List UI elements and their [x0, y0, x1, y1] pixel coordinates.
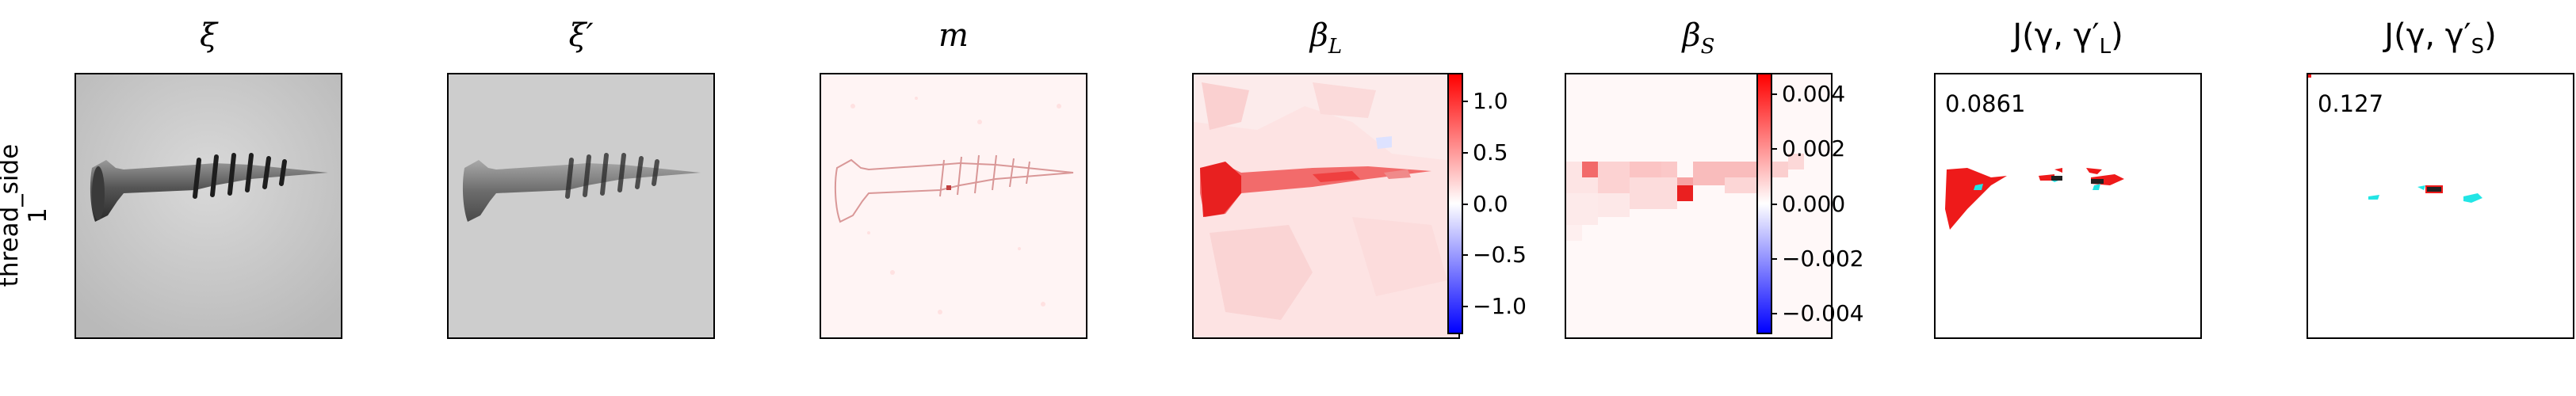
- image-xi: [75, 73, 342, 339]
- cbar-l-tick: [1462, 204, 1468, 205]
- cbar-s-ticklabel: 0.002: [1782, 135, 1846, 162]
- cbar-s-ticklabel: −0.004: [1782, 300, 1864, 326]
- cbar-s-tick: [1771, 204, 1777, 205]
- cbar-s-ticklabel: 0.004: [1782, 81, 1846, 107]
- colorbar-beta-s: [1756, 73, 1772, 334]
- cbar-s-tick: [1771, 313, 1777, 314]
- title-j-l: J(γ, γ′L): [1934, 17, 2202, 65]
- title-j-s-text: J(γ, γ′: [2384, 17, 2471, 54]
- beta-s-heatmap: [1566, 74, 1831, 337]
- title-j-l-sub: L: [2099, 35, 2112, 59]
- mask-heatmap: [821, 74, 1086, 337]
- title-beta-l: βL: [1192, 17, 1460, 65]
- image-beta-s: [1565, 73, 1833, 339]
- image-mask: [820, 73, 1087, 339]
- cbar-l-tick: [1462, 152, 1468, 154]
- cbar-s-ticklabel: 0.000: [1782, 191, 1846, 217]
- cbar-l-tick: [1462, 306, 1468, 307]
- image-j-l: 0.0861: [1934, 73, 2202, 339]
- cbar-l-ticklabel: 1.0: [1473, 88, 1508, 114]
- cbar-l-ticklabel: −1.0: [1473, 293, 1527, 319]
- screw-image-original: [76, 74, 341, 337]
- cbar-l-ticklabel: 0.5: [1473, 139, 1508, 166]
- cbar-s-tick: [1771, 93, 1777, 95]
- overlap-map-l: [1945, 168, 2124, 230]
- title-beta-s-symbol: β: [1682, 17, 1701, 54]
- cbar-s-tick: [1771, 148, 1777, 150]
- title-beta-l-sub: L: [1328, 35, 1343, 59]
- cbar-s-tick: [1771, 258, 1777, 260]
- cbar-s-ticklabel: −0.002: [1782, 246, 1864, 272]
- beta-l-heatmap: [1194, 74, 1458, 337]
- cbar-l-tick: [1462, 101, 1468, 102]
- cbar-l-tick: [1462, 254, 1468, 256]
- image-j-s: 0.127: [2307, 73, 2574, 339]
- row-label: thread_side 1: [0, 112, 52, 318]
- title-beta-s: βS: [1565, 17, 1833, 65]
- image-beta-l: [1192, 73, 1460, 339]
- title-beta-l-symbol: β: [1309, 17, 1328, 54]
- cbar-l-ticklabel: 0.0: [1473, 191, 1508, 217]
- title-j-l-text: J(γ, γ′: [2012, 17, 2100, 54]
- score-j-s: 0.127: [2318, 90, 2384, 117]
- colorbar-beta-l: [1447, 73, 1463, 334]
- row-label-class: thread_side: [0, 143, 24, 287]
- title-j-l-close: ): [2111, 17, 2123, 54]
- row-label-index: 1: [24, 208, 52, 223]
- title-beta-s-sub: S: [1700, 35, 1715, 59]
- title-xi-prime: ξ′: [568, 17, 594, 54]
- screw-image-reconstruction: [449, 74, 713, 337]
- title-m: m: [938, 17, 969, 54]
- title-xi: ξ: [199, 17, 218, 54]
- image-xi-prime: [447, 73, 715, 339]
- score-j-l: 0.0861: [1945, 90, 2026, 117]
- title-j-s-close: ): [2484, 17, 2497, 54]
- title-j-s-sub: S: [2471, 35, 2485, 59]
- cbar-l-ticklabel: −0.5: [1473, 242, 1527, 268]
- overlap-map-s: [2308, 74, 2482, 203]
- title-j-s: J(γ, γ′S): [2307, 17, 2574, 65]
